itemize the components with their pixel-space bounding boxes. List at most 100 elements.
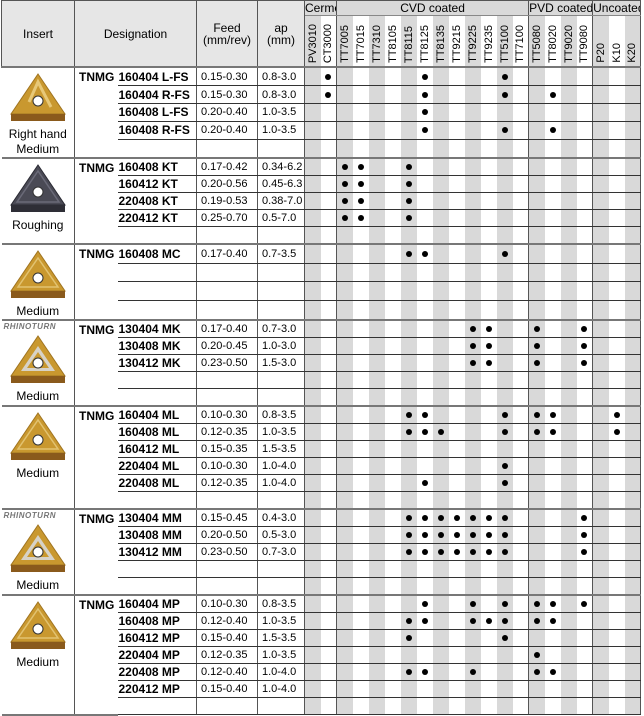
grade-cell-tt9215: [448, 423, 465, 441]
grade-cell-tt8020: [544, 337, 561, 355]
grade-cell-pv3010: [304, 85, 321, 104]
grade-cell-tt7100: [512, 560, 530, 578]
grade-cell-tt8105: [384, 175, 401, 193]
grade-cell-tt9235: [480, 319, 497, 338]
grade-cell-tt9225: [464, 612, 481, 630]
grade-cell-tt7015: [352, 371, 369, 389]
grade-cell-tt9235: [480, 209, 497, 227]
grade-cell-k10: [608, 423, 625, 441]
grade-cell-tt8135: [432, 594, 449, 613]
grade-cell-tt5100: [496, 103, 513, 122]
grade-cell-tt8115: [400, 629, 417, 647]
grade-cell-tt7100: [512, 85, 530, 104]
grade-cell-tt5100: [496, 646, 513, 664]
availability-dot-icon: [405, 635, 412, 641]
availability-dot-icon: [469, 601, 476, 607]
grade-cell-ct3000: [320, 192, 337, 210]
grade-cell-tt7015: [352, 281, 369, 302]
grade-cell-tt9235: [480, 157, 497, 176]
grade-cell-k20: [624, 85, 642, 104]
grade-cell-tt9080: [576, 139, 594, 159]
grade-cell-tt7310: [368, 209, 385, 227]
insert-cell: RHINOTURN Medium: [1, 319, 75, 407]
grade-label: PV3010: [306, 23, 319, 63]
ap-value: [257, 388, 305, 407]
grade-cell-tt9235: [480, 594, 497, 613]
grade-cell-tt7015: [352, 508, 369, 527]
grade-cell-tt8135: [432, 508, 449, 527]
grade-cell-tt7100: [512, 319, 530, 338]
grade-cell-tt8135: [432, 175, 449, 193]
grade-cell-tt8125: [416, 491, 433, 510]
grade-cell-tt9080: [576, 594, 594, 613]
availability-dot-icon: [549, 669, 556, 675]
grade-cell-k10: [608, 680, 625, 698]
grade-header-pv3010: PV3010: [304, 15, 321, 68]
ap-value: [257, 226, 305, 245]
grade-cell-tt7100: [512, 192, 530, 210]
grade-cell-tt5080: [528, 175, 545, 193]
availability-dot-icon: [405, 250, 412, 257]
grade-cell-tt8135: [432, 543, 449, 561]
grade-label: TT7005: [338, 25, 351, 63]
grade-label: K10: [610, 43, 623, 63]
grade-cell-tt7310: [368, 354, 385, 372]
grade-cell-tt7015: [352, 175, 369, 193]
grade-cell-k10: [608, 319, 625, 338]
grade-cell-tt5100: [496, 157, 513, 176]
grade-label: TT7100: [514, 25, 527, 63]
grade-cell-tt7015: [352, 66, 369, 87]
grade-cell-tt8125: [416, 354, 433, 372]
grade-cell-tt9215: [448, 457, 465, 475]
grade-cell-k10: [608, 508, 625, 527]
availability-dot-icon: [437, 515, 444, 521]
grade-cell-tt8135: [432, 491, 449, 510]
grade-cell-tt7310: [368, 226, 385, 245]
table-row: Medium TNMG 160404 ML 0.10-0.30 0.8-3.5: [1, 405, 642, 510]
grade-header-tt7015: TT7015: [352, 15, 369, 68]
grade-header-tt7005: TT7005: [336, 15, 353, 68]
grade-cell-tt5100: [496, 337, 513, 355]
grade-cell-tt8135: [432, 103, 449, 122]
grade-label: TT9215: [450, 25, 463, 63]
grade-cell-tt8020: [544, 560, 561, 578]
grade-cell-tt7015: [352, 139, 369, 159]
grade-cell-k10: [608, 209, 625, 227]
grade-cell-ct3000: [320, 337, 337, 355]
grade-cell-tt9215: [448, 242, 465, 264]
grade-cell-tt8125: [416, 388, 433, 407]
rhinoturn-logo: RHINOTURN: [3, 511, 56, 520]
grade-cell-tt8115: [400, 646, 417, 664]
grade-cell-p20: [592, 157, 609, 176]
availability-dot-icon: [405, 618, 412, 624]
availability-dot-icon: [405, 549, 412, 555]
grade-cell-k20: [624, 226, 642, 245]
grade-cell-tt8125: [416, 680, 433, 698]
grade-cell-tt9215: [448, 577, 465, 596]
grade-cell-tt7100: [512, 663, 530, 681]
grade-cell-k20: [624, 612, 642, 630]
grade-cell-tt8135: [432, 612, 449, 630]
grade-cell-tt9235: [480, 543, 497, 561]
grade-header-tt9080: TT9080: [576, 15, 594, 68]
designation-prefix: TNMG: [74, 66, 118, 159]
grade-cell-tt9215: [448, 103, 465, 122]
grade-cell-ct3000: [320, 491, 337, 510]
grade-cell-tt8115: [400, 281, 417, 302]
grade-cell-tt7100: [512, 543, 530, 561]
designation-code: 130412 MM: [117, 543, 197, 561]
grade-cell-ct3000: [320, 405, 337, 424]
grade-cell-tt7100: [512, 405, 530, 424]
availability-dot-icon: [485, 532, 492, 538]
grade-cell-tt8125: [416, 157, 433, 176]
grade-cell-tt8105: [384, 103, 401, 122]
grade-cell-k20: [624, 491, 642, 510]
grade-cell-k20: [624, 474, 642, 492]
grade-cell-k20: [624, 629, 642, 647]
grade-label: TT8135: [434, 25, 447, 63]
grade-cell-tt7100: [512, 629, 530, 647]
grade-cell-k20: [624, 192, 642, 210]
availability-dot-icon: [533, 326, 540, 332]
grade-cell-tt9225: [464, 337, 481, 355]
grade-group-uncoated: Uncoated: [592, 0, 642, 16]
